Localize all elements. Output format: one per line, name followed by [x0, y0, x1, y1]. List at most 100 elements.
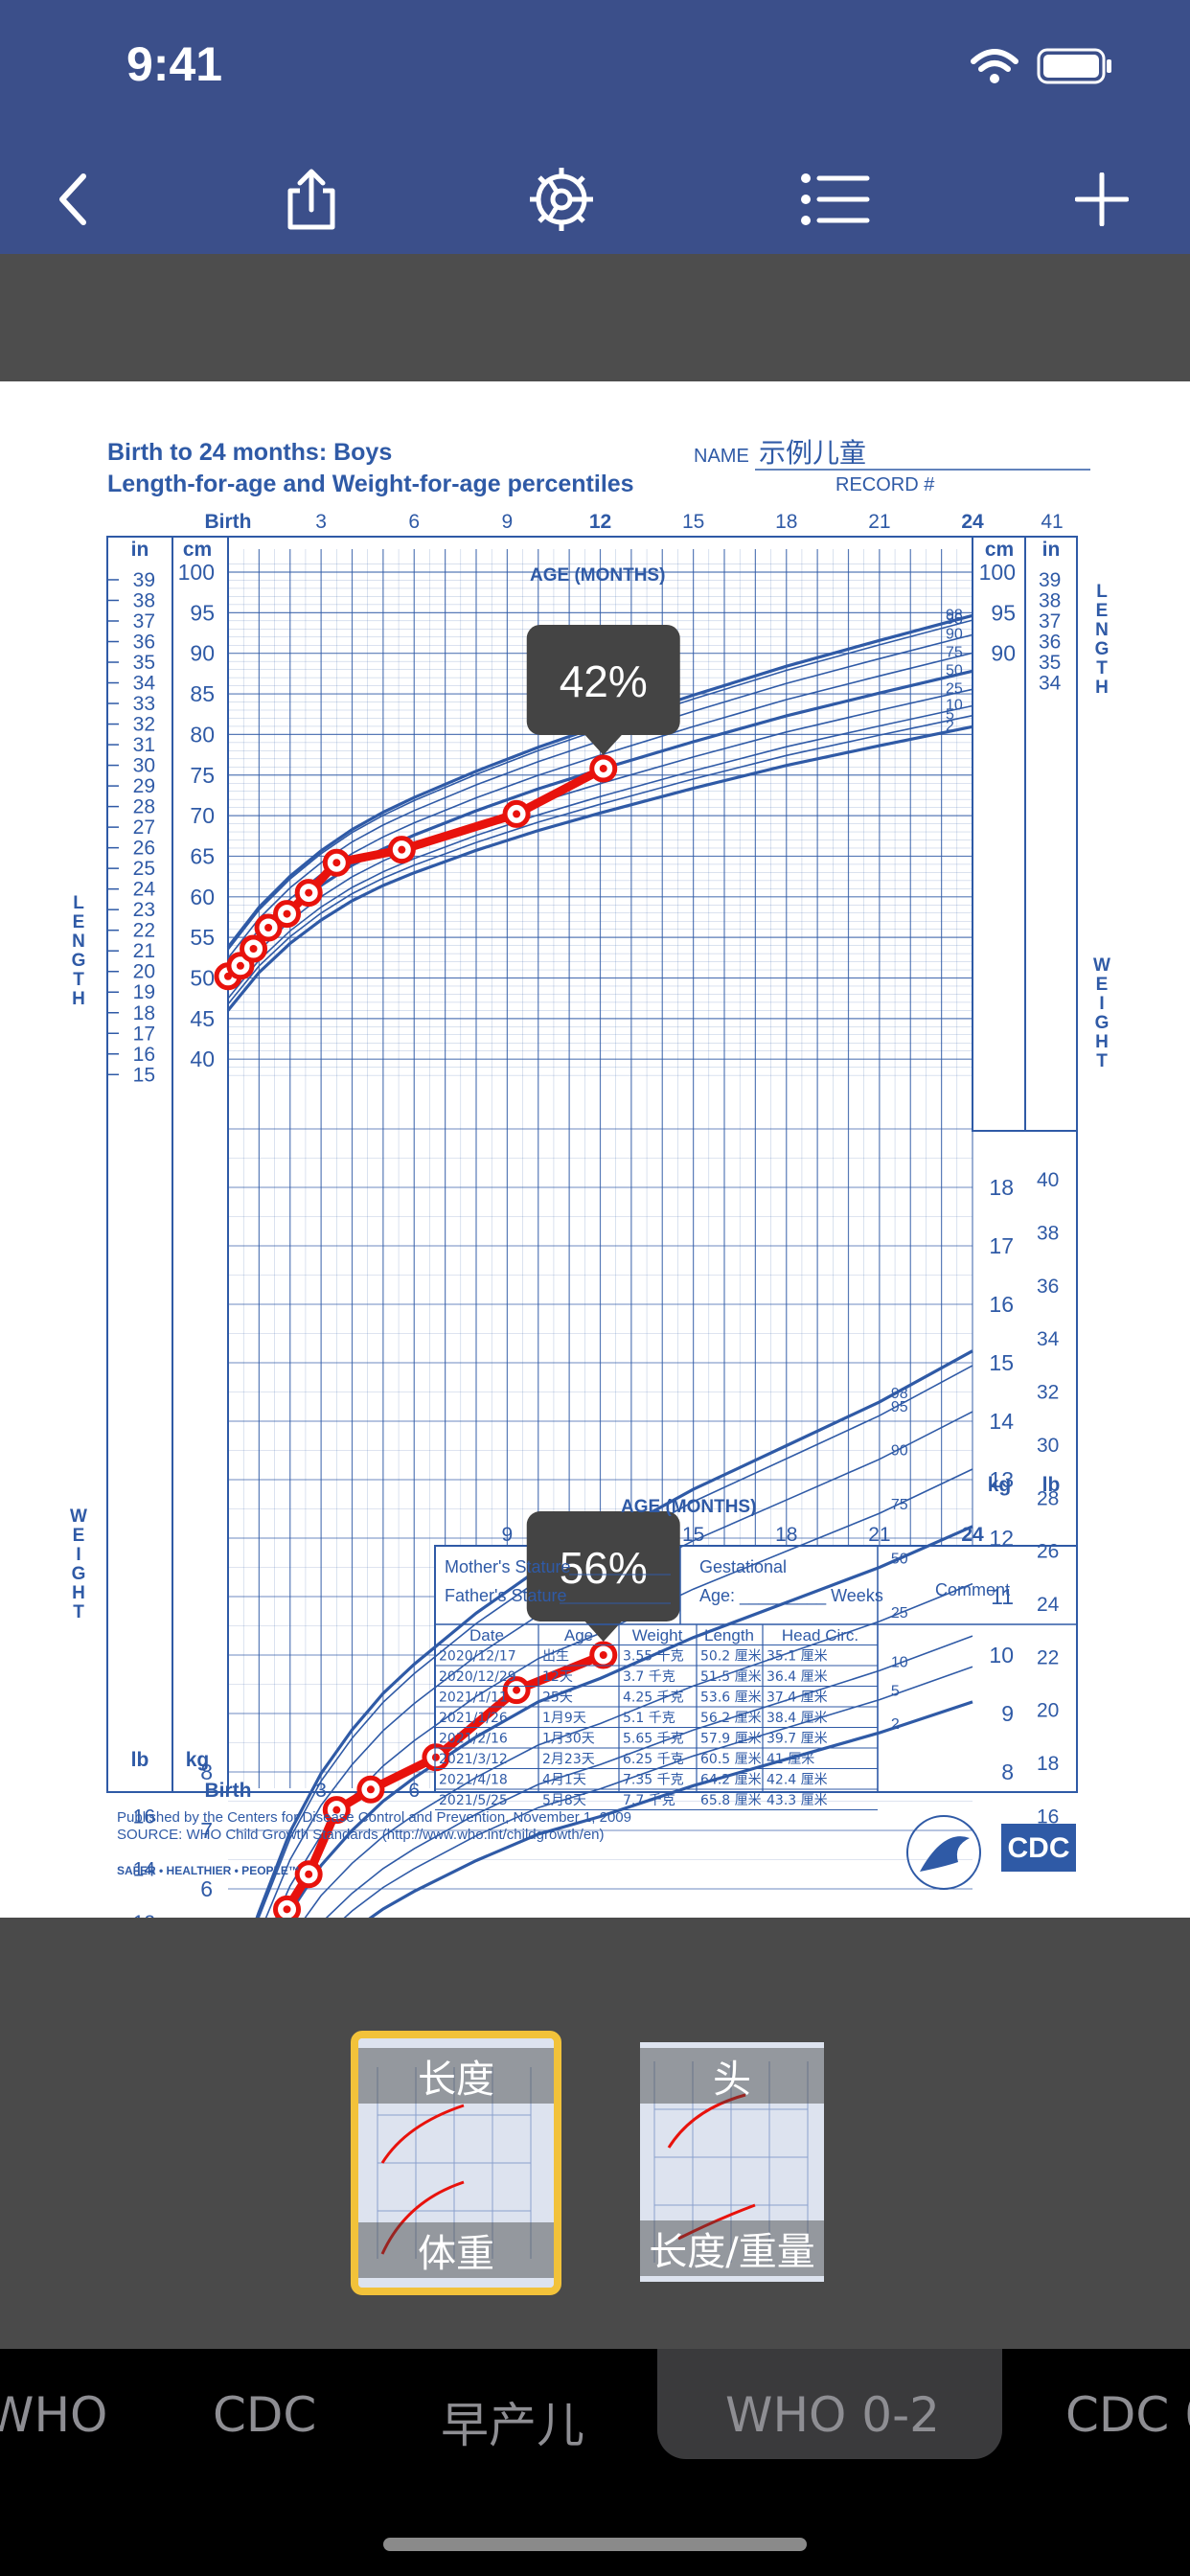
tab-premature[interactable]: 早产儿: [441, 2398, 584, 2453]
share-button[interactable]: [259, 144, 364, 254]
y-tick-in-right: 36: [1039, 632, 1061, 654]
y-tick-cm: 100: [178, 560, 215, 585]
length-axis-letter: L: [73, 893, 84, 913]
y-tick-kg-right: 11: [991, 1584, 1014, 1609]
length-point-center: [249, 945, 258, 954]
y-tick-kg-right: 15: [989, 1350, 1014, 1375]
length-axis-letter: E: [73, 912, 85, 932]
unit-lb-left: lb: [131, 1749, 149, 1771]
weight-point-center: [599, 1651, 607, 1659]
x-tick-top: 12: [589, 511, 611, 533]
table-cell: 2021/1/26: [439, 1711, 508, 1726]
growth-chart-page[interactable]: Birth to 24 months: Boys Length-for-age …: [0, 381, 1190, 2152]
y-tick-lb-right: 16: [1037, 1806, 1059, 1828]
length-percentile-label: 5: [946, 707, 954, 724]
y-tick-kg-left: 6: [200, 1876, 213, 1901]
back-button[interactable]: [21, 144, 126, 254]
x-tick-bottom: Birth: [205, 1780, 252, 1802]
table-cell: 35.1 厘米: [767, 1649, 828, 1665]
record-table: Mother's Stature Father's Stature Gestatio…: [434, 1546, 1077, 1810]
table-cell: 4月1天: [542, 1773, 586, 1788]
weight-point-center: [513, 1686, 521, 1694]
table-cell: 3.7 千克: [623, 1669, 675, 1685]
thumbnail-top-label: 头: [640, 2048, 824, 2104]
table-cell: 5月8天: [542, 1793, 586, 1808]
y-tick-lb-right: 32: [1037, 1382, 1059, 1404]
weight-axis-letter-right: H: [1095, 1032, 1109, 1052]
y-tick-in: 39: [133, 569, 155, 591]
y-tick-in: 21: [133, 940, 155, 962]
y-tick-in-right: 37: [1039, 610, 1061, 632]
table-header: Length: [704, 1626, 754, 1644]
growth-chart[interactable]: Birth to 24 months: Boys Length-for-age …: [0, 381, 1190, 2152]
length-percentile-curve: [227, 714, 973, 1005]
thumbnail-chart-preview: [358, 2038, 554, 2288]
length-percentile-curve: [227, 704, 973, 1000]
weight-axis-letter-right: T: [1096, 1051, 1108, 1071]
y-tick-kg-left: 8: [200, 1760, 213, 1784]
active-tab-indicator: [657, 2349, 1002, 2459]
table-cell: 2020/12/29: [439, 1669, 516, 1685]
tab-cdc-0[interactable]: CDC 0: [1065, 2387, 1190, 2443]
y-tick-in: 38: [133, 589, 155, 611]
table-cell: 60.5 厘米: [700, 1752, 762, 1767]
list-button[interactable]: [783, 144, 888, 254]
y-tick-cm-right: 95: [991, 600, 1016, 625]
y-tick-in: 22: [133, 920, 155, 942]
table-cell: 2021/4/18: [439, 1773, 508, 1788]
y-tick-in: 36: [133, 632, 155, 654]
y-tick-lb-left: 16: [133, 1806, 155, 1828]
gestational-age-label: Age: _________ Weeks: [699, 1586, 883, 1606]
tab-cdc[interactable]: CDC: [213, 2387, 317, 2443]
settings-button[interactable]: [509, 144, 614, 254]
table-cell: 7.7 千克: [623, 1793, 675, 1808]
x-tick-top: 21: [868, 511, 890, 533]
name-label: NAME: [694, 446, 749, 467]
y-tick-in: 19: [133, 981, 155, 1003]
y-tick-cm: 75: [190, 763, 215, 788]
length-percentile-label: 75: [946, 644, 963, 660]
length-point-center: [398, 845, 406, 854]
length-percentile-curve: [226, 724, 973, 1012]
gear-icon: [530, 167, 593, 231]
tab-who-0-2[interactable]: WHO 0-2: [725, 2387, 940, 2443]
length-percentile-label: 90: [946, 626, 963, 642]
y-tick-kg-right: 18: [989, 1175, 1014, 1200]
y-tick-in: 24: [133, 879, 156, 901]
weight-percentile-label: 2: [891, 1716, 900, 1733]
length-point-center: [305, 888, 313, 897]
gestational-label: Gestational: [699, 1557, 787, 1576]
thumbnail-length-weight[interactable]: 长度 体重: [351, 2031, 561, 2295]
length-percentile-label: 25: [946, 680, 963, 697]
chart-frame: [106, 536, 1078, 1793]
y-tick-in: 27: [133, 816, 155, 839]
weight-percentile-pointer: [584, 1621, 623, 1642]
y-tick-cm-right: 100: [979, 560, 1016, 585]
x-tick-top: 6: [408, 511, 420, 533]
x-tick-mid: 9: [502, 1524, 514, 1546]
weight-axis-letter: I: [76, 1545, 80, 1565]
wifi-icon: [971, 49, 1018, 83]
table-cell: 53.6 厘米: [700, 1690, 762, 1706]
toolbar: [0, 144, 1190, 254]
thumbnail-head-length-weight[interactable]: 头 长度/重量: [640, 2042, 824, 2282]
table-cell: 5.1 千克: [623, 1711, 675, 1726]
mothers-stature-label: Mother's Stature: [445, 1557, 571, 1576]
length-percentile-label: 98: [946, 607, 963, 623]
table-cell: 25天: [542, 1690, 573, 1706]
y-tick-cm: 50: [190, 966, 215, 991]
length-axis-letter-right: L: [1096, 582, 1108, 602]
table-cell: 43.3 厘米: [767, 1793, 828, 1808]
tab-who[interactable]: WHO: [0, 2387, 108, 2443]
thumbnail-bottom-label: 长度/重量: [640, 2220, 824, 2276]
length-axis-letter-right: N: [1095, 620, 1109, 640]
weight-axis-letter-right: I: [1099, 994, 1104, 1014]
add-button[interactable]: [1049, 144, 1155, 254]
y-tick-in: 29: [133, 775, 155, 797]
age-months-label-top: AGE (MONTHS): [530, 565, 665, 586]
weight-percentile-bubble: [526, 1511, 680, 1622]
chart-title-line1: Birth to 24 months: Boys: [107, 439, 392, 466]
y-tick-cm: 90: [190, 641, 215, 666]
thumbnail-strip: 长度 体重 头 长度/重量: [0, 1918, 1190, 2349]
y-tick-lb-right: 40: [1037, 1169, 1059, 1191]
